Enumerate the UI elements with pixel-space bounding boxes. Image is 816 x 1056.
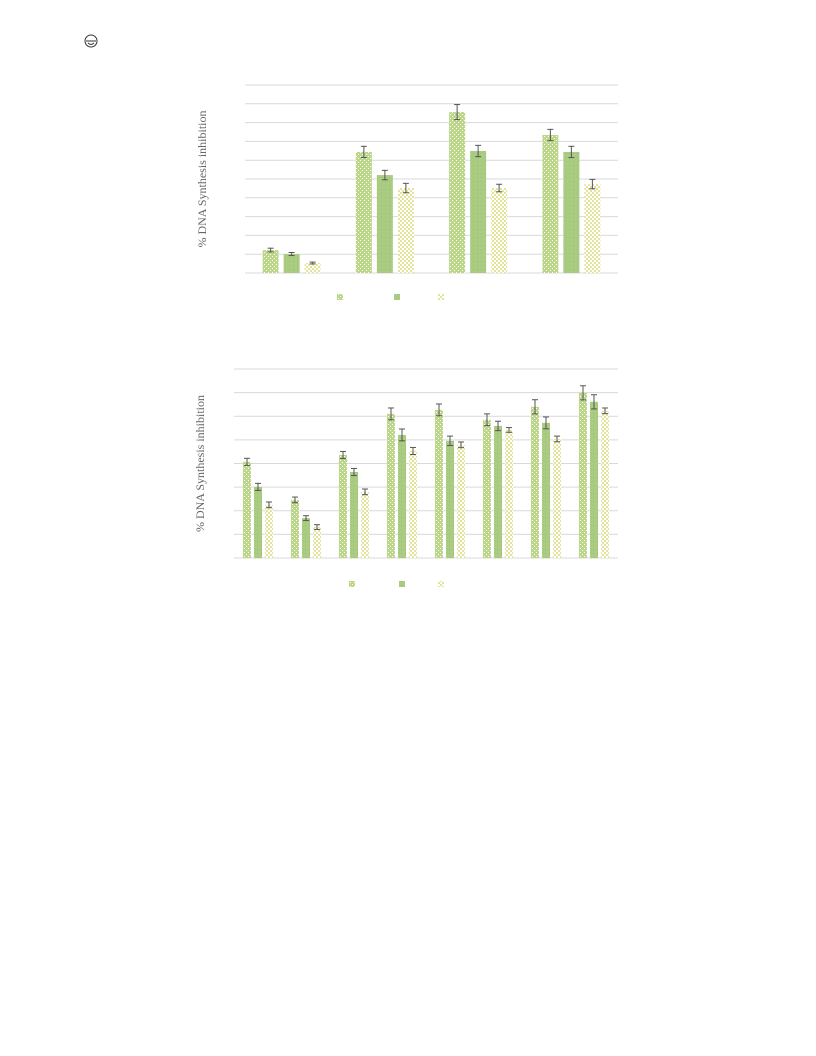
legend-swatch (438, 294, 444, 300)
legend-swatch (349, 581, 355, 587)
bar (584, 184, 601, 273)
error-bar (436, 403, 442, 417)
error-bar (458, 441, 464, 449)
error-bar (447, 435, 453, 447)
bar (254, 486, 262, 558)
error-bar (543, 416, 549, 430)
bar (449, 112, 466, 274)
error-bar (496, 183, 503, 193)
bar (491, 188, 508, 273)
error-bar (589, 178, 596, 190)
error-bar (266, 501, 272, 509)
logo-icon (84, 34, 98, 48)
bar (542, 422, 550, 558)
error-bar (580, 385, 586, 401)
bar (590, 401, 598, 558)
bar (542, 135, 559, 273)
legend-swatch (399, 581, 405, 587)
error-bar (532, 399, 538, 415)
bar (350, 472, 358, 558)
legend-swatch (438, 581, 444, 587)
bar (376, 175, 393, 273)
bar (483, 419, 491, 558)
error-bar (388, 407, 394, 421)
bar (494, 425, 502, 558)
error-bar (244, 457, 250, 466)
error-bar (381, 169, 388, 181)
bar (470, 150, 487, 273)
bar (291, 499, 299, 558)
y-axis-label: % DNA Synthesis inhibition (195, 110, 209, 247)
error-bar (602, 407, 608, 415)
bar (553, 438, 561, 558)
error-bar (288, 252, 295, 257)
error-bar (360, 145, 367, 159)
bar (505, 429, 513, 558)
error-bar (410, 446, 416, 456)
bar (398, 434, 406, 558)
error-bar (591, 394, 597, 410)
bar (302, 518, 310, 558)
error-bar (547, 128, 554, 142)
error-bar (267, 247, 274, 253)
error-bar (314, 524, 320, 530)
bar (457, 444, 465, 558)
error-bar (362, 488, 368, 496)
error-bar (309, 261, 316, 265)
error-bar (303, 515, 309, 521)
bar (313, 527, 321, 558)
bar (579, 392, 587, 558)
error-bar (484, 413, 490, 427)
bar (283, 254, 300, 273)
error-bar (554, 435, 560, 443)
bar (339, 454, 347, 558)
error-bar (255, 482, 261, 491)
bar (531, 406, 539, 558)
error-bar (399, 428, 405, 442)
y-axis-label: % DNA Synthesis inhibition (193, 395, 207, 532)
legend-swatch (394, 294, 400, 300)
bar (304, 263, 321, 273)
legend-swatch (337, 294, 343, 300)
bar (435, 409, 443, 558)
bar (397, 188, 414, 273)
bar (563, 151, 580, 273)
bar (243, 461, 251, 558)
error-bar (340, 450, 346, 460)
error-bar (506, 427, 512, 433)
error-bar (475, 144, 482, 158)
error-bar (351, 467, 357, 477)
bar (262, 250, 279, 273)
error-bar (495, 420, 501, 432)
error-bar (568, 145, 575, 159)
bar (387, 413, 395, 558)
error-bar (454, 104, 461, 121)
bar (361, 491, 369, 558)
bar (601, 410, 609, 558)
bar (446, 440, 454, 558)
bar (409, 450, 417, 558)
bar (355, 151, 372, 273)
error-bar (402, 182, 409, 194)
bar (265, 504, 273, 558)
error-bar (292, 496, 298, 504)
